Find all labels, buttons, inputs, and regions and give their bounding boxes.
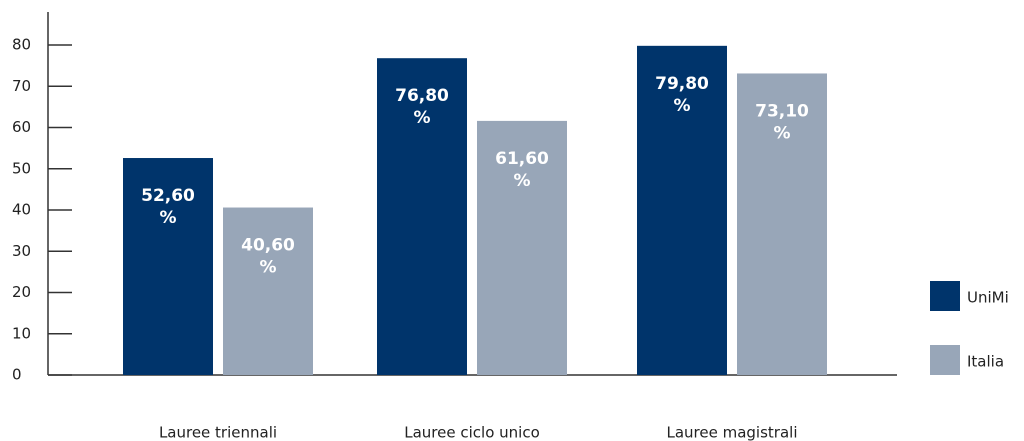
legend-label: UniMi (967, 289, 1009, 307)
x-tick-label: Lauree triennali (159, 424, 277, 441)
bar (637, 45, 727, 375)
legend-label: Italia (967, 353, 1004, 371)
y-tick-label: 40 (12, 201, 31, 219)
data-label: 79,80% (655, 74, 709, 116)
x-tick-label: Lauree ciclo unico (404, 424, 540, 441)
bar (123, 158, 213, 375)
y-tick-label: 70 (12, 77, 31, 95)
data-label: 73,10% (755, 101, 809, 143)
legend-swatch (930, 345, 960, 375)
data-label: 76,80% (395, 86, 449, 128)
y-tick-label: 30 (12, 242, 31, 260)
data-label: 40,60% (241, 236, 295, 278)
x-tick-label: Lauree magistrali (666, 424, 797, 441)
data-label: 52,60% (141, 186, 195, 228)
y-tick-label: 80 (12, 36, 31, 54)
bar (223, 207, 313, 375)
y-tick-label: 50 (12, 159, 31, 177)
y-tick-label: 60 (12, 118, 31, 136)
data-label: 61,60% (495, 149, 549, 191)
y-tick-label: 20 (12, 283, 31, 301)
y-tick-label: 0 (12, 366, 22, 384)
bar (377, 58, 467, 375)
y-tick-label: 10 (12, 324, 31, 342)
bar (737, 73, 827, 376)
legend-swatch (930, 281, 960, 311)
bar (477, 120, 567, 376)
